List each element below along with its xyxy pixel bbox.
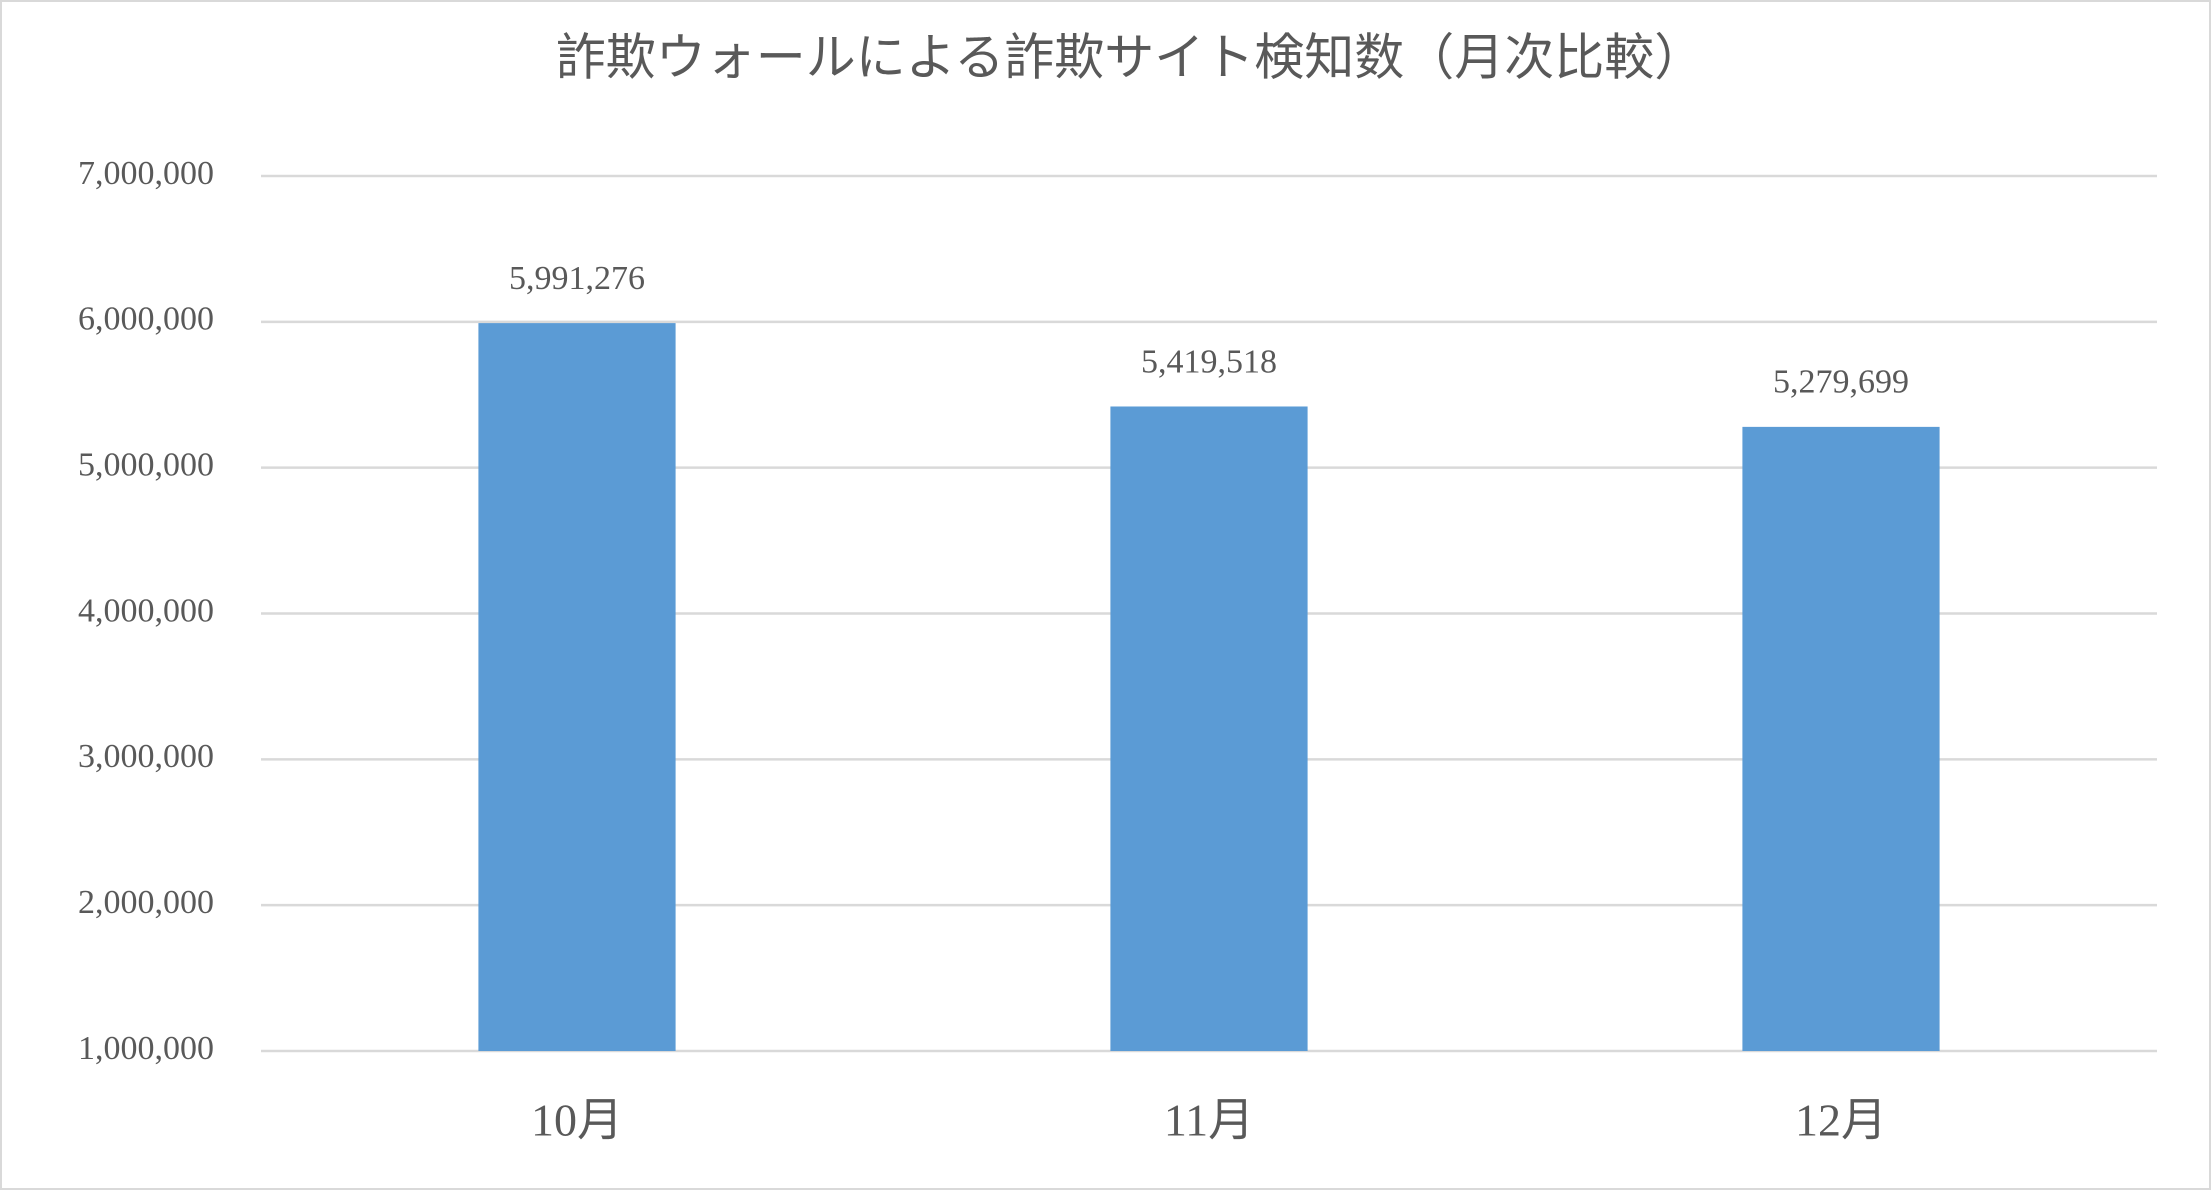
- y-tick-label: 2,000,000: [78, 884, 214, 921]
- y-tick-label: 1,000,000: [78, 1030, 214, 1067]
- bar: [1742, 426, 1940, 1052]
- data-label: 5,419,518: [1141, 343, 1277, 380]
- bar: [1110, 406, 1308, 1052]
- x-tick-label: 10月: [531, 1095, 623, 1146]
- y-tick-label: 7,000,000: [78, 155, 214, 192]
- y-tick-label: 5,000,000: [78, 446, 214, 483]
- data-label: 5,279,699: [1773, 364, 1909, 401]
- x-tick-label: 11月: [1164, 1095, 1254, 1146]
- bar: [478, 323, 676, 1051]
- chart-title: 詐欺ウォールによる詐欺サイト検知数（月次比較）: [556, 29, 1705, 85]
- x-tick-label: 12月: [1795, 1095, 1887, 1146]
- y-tick-label: 6,000,000: [78, 301, 214, 338]
- data-label: 5,991,276: [509, 260, 645, 297]
- y-tick-label: 4,000,000: [78, 592, 214, 629]
- y-tick-label: 3,000,000: [78, 738, 214, 775]
